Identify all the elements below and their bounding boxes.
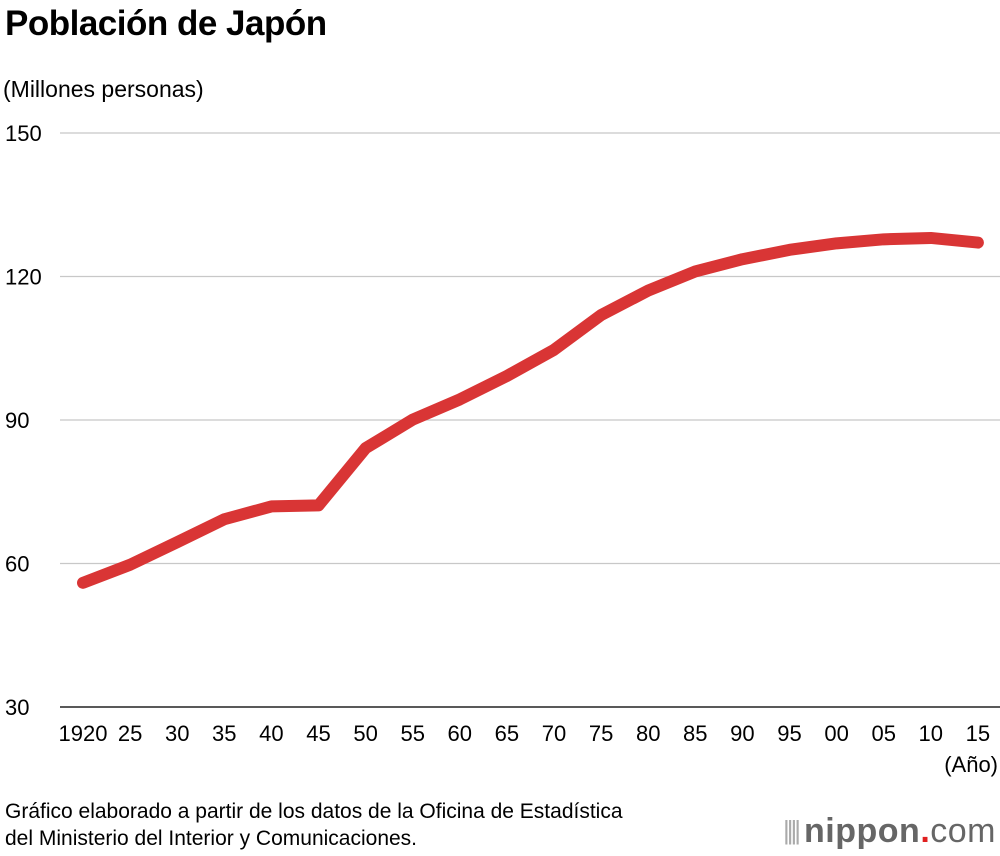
- logo-bars-icon: ||||: [783, 815, 801, 845]
- x-tick-label: 95: [777, 721, 801, 746]
- x-tick-label: 60: [448, 721, 472, 746]
- x-tick-label: 55: [400, 721, 424, 746]
- x-tick-label: 05: [871, 721, 895, 746]
- nippon-logo: |||| nippon.com: [783, 812, 996, 850]
- y-axis-label: (Millones personas): [3, 76, 204, 102]
- x-tick-label: 00: [824, 721, 848, 746]
- x-tick-label: 15: [966, 721, 990, 746]
- y-tick-label: 30: [5, 695, 29, 720]
- x-tick-label: 30: [165, 721, 189, 746]
- y-tick-label: 90: [5, 408, 29, 433]
- x-axis-label: (Año): [944, 752, 998, 777]
- x-tick-label: 85: [683, 721, 707, 746]
- source-line-1: Gráfico elaborado a partir de los datos …: [5, 800, 623, 823]
- x-tick-label: 1920: [59, 721, 108, 746]
- x-tick-label: 80: [636, 721, 660, 746]
- x-tick-label: 50: [353, 721, 377, 746]
- x-tick-label: 10: [919, 721, 943, 746]
- x-tick-label: 75: [589, 721, 613, 746]
- x-tick-label: 40: [259, 721, 283, 746]
- x-tick-label: 45: [306, 721, 330, 746]
- y-tick-label: 150: [5, 121, 42, 146]
- x-tick-label: 35: [212, 721, 236, 746]
- x-tick-label: 25: [118, 721, 142, 746]
- x-tick-label: 90: [730, 721, 754, 746]
- x-tick-label: 70: [542, 721, 566, 746]
- series-line: [77, 231, 984, 589]
- chart-title: Población de Japón: [5, 4, 327, 43]
- source-note: Gráfico elaborado a partir de los datos …: [5, 798, 623, 852]
- x-tick-label: 65: [495, 721, 519, 746]
- source-line-2: del Ministerio del Interior y Comunicaci…: [5, 827, 418, 850]
- y-tick-label: 60: [5, 552, 29, 577]
- y-tick-label: 120: [5, 265, 42, 290]
